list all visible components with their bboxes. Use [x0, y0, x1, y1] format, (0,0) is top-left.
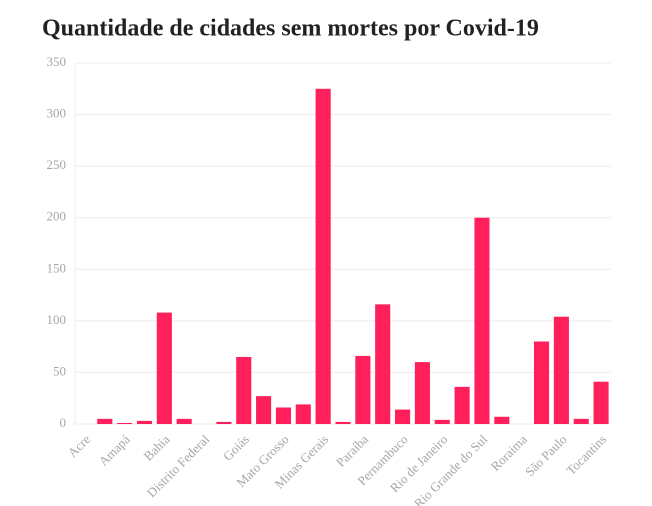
- y-tick-label: 300: [47, 106, 67, 121]
- bar: [315, 88, 331, 425]
- bar: [355, 355, 371, 424]
- x-tick-label: São Paulo: [522, 432, 570, 480]
- bar: [295, 404, 311, 424]
- bar: [117, 422, 133, 424]
- bar: [553, 316, 569, 424]
- bar: [216, 421, 232, 424]
- bar: [176, 418, 192, 424]
- bar: [414, 362, 430, 424]
- y-tick-label: 250: [47, 157, 67, 172]
- bar: [573, 418, 589, 424]
- bar: [256, 396, 272, 424]
- bar: [156, 312, 172, 424]
- bar: [474, 217, 490, 424]
- y-tick-label: 350: [47, 54, 67, 69]
- x-tick-label: Tocantins: [563, 432, 609, 478]
- y-tick-label: 100: [47, 312, 67, 327]
- y-tick-label: 0: [60, 415, 67, 430]
- bar: [434, 419, 450, 424]
- bar: [395, 409, 411, 424]
- bar: [335, 421, 351, 424]
- x-tick-label: Acre: [65, 431, 94, 460]
- x-tick-label: Goiás: [220, 432, 252, 464]
- x-tick-label: Amapá: [96, 431, 133, 468]
- bar: [494, 416, 510, 424]
- y-tick-label: 150: [47, 260, 67, 275]
- chart-title: Quantidade de cidades sem mortes por Cov…: [42, 16, 539, 42]
- y-tick-label: 50: [53, 363, 66, 378]
- y-tick-label: 200: [47, 209, 67, 224]
- bar: [236, 356, 252, 424]
- bar: [97, 418, 113, 424]
- bar: [454, 386, 470, 424]
- bar: [275, 407, 291, 424]
- bar: [593, 381, 609, 424]
- bar: [533, 341, 550, 424]
- x-tick-label: Bahia: [141, 431, 173, 463]
- bar: [375, 304, 391, 424]
- bar: [136, 420, 153, 424]
- x-tick-label: Paraíba: [333, 431, 371, 469]
